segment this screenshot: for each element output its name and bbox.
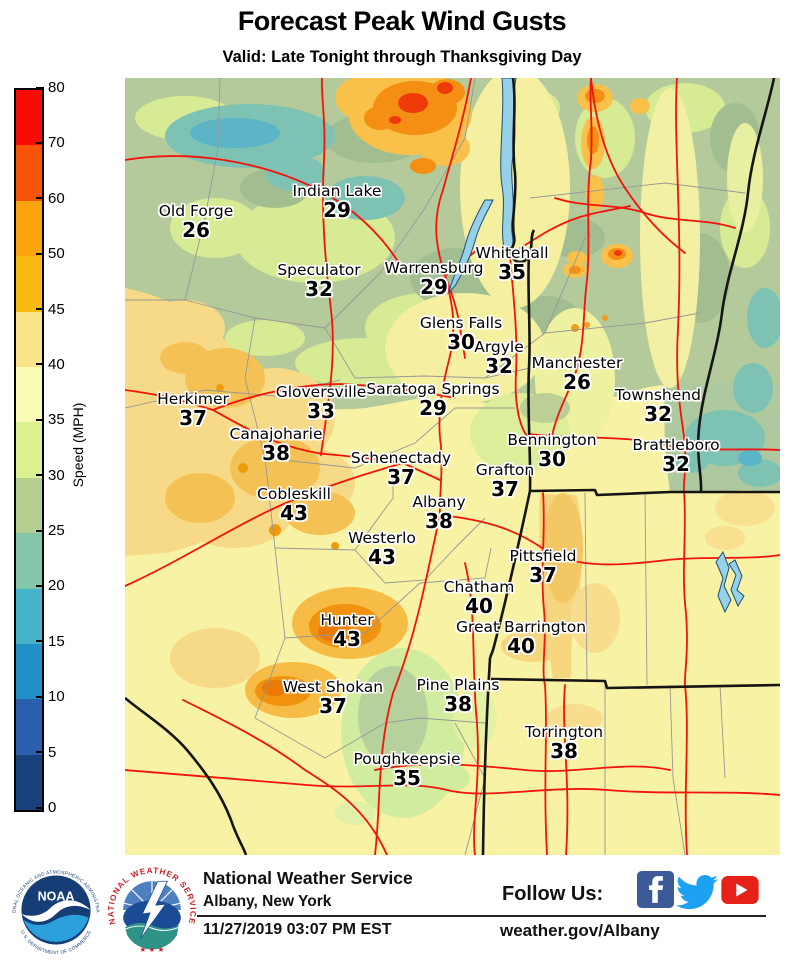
colorbar-tick-label: 10: [36, 688, 65, 706]
colorbar-tick-label: 45: [36, 300, 65, 318]
footer-agency: National Weather Service: [203, 868, 413, 888]
colorbar-segment: [16, 754, 42, 811]
footer-office: Albany, New York: [203, 893, 332, 910]
colorbar-tick-label: 5: [35, 743, 57, 761]
highways: [125, 78, 780, 855]
colorbar-segment: [16, 200, 42, 257]
colorbar-segment: [16, 145, 42, 201]
colorbar-segment: [16, 477, 42, 534]
colorbar-segment: [16, 311, 42, 367]
colorbar-segment: [16, 366, 42, 423]
colorbar-tick-label: 0: [35, 799, 57, 816]
colorbar-segment: [16, 699, 42, 755]
colorbar-axis-label: Speed (MPH): [70, 402, 86, 488]
colorbar-tick-label: 60: [36, 189, 65, 207]
colorbar-tick-label: 50: [36, 245, 65, 263]
youtube-icon[interactable]: [721, 876, 759, 904]
forecast-map: [125, 78, 780, 855]
colorbar-tick-label: 25: [36, 522, 65, 540]
nws-stars: ★ ★ ★: [140, 945, 165, 954]
colorbar-segment: [16, 643, 42, 700]
colorbar-tick-label: 15: [36, 632, 65, 650]
follow-us-label: Follow Us:: [502, 883, 604, 905]
colorbar-segment: [16, 256, 42, 312]
graphic-subtitle: Valid: Late Tonight through Thanksgiving…: [222, 48, 582, 66]
colorbar-segment: [16, 90, 42, 146]
colorbar-tick-label: 80: [36, 79, 65, 96]
facebook-icon[interactable]: [637, 871, 674, 908]
colorbar-tick-label: 30: [36, 466, 65, 484]
twitter-icon[interactable]: [676, 871, 718, 913]
graphic-title: Forecast Peak Wind Gusts: [237, 6, 567, 36]
lightning-bolt-icon: [140, 880, 168, 940]
footer-divider: [197, 915, 766, 917]
colorbar-tick-label: 20: [36, 577, 65, 595]
state-borders: [125, 78, 780, 855]
colorbar-tick-label: 70: [36, 134, 65, 152]
colorbar-segment: [16, 533, 42, 589]
colorbar-tick-label: 35: [36, 411, 65, 429]
colorbar: [14, 88, 44, 812]
colorbar-segment: [16, 588, 42, 644]
nws-logo: NATIONAL WEATHER SERVICE ★ ★ ★: [104, 862, 200, 958]
footer-timestamp: 11/27/2019 03:07 PM EST: [203, 921, 392, 938]
noaa-logo: NATIONAL OCEANIC AND ATMOSPHERIC ADMINIS…: [8, 862, 104, 958]
colorbar-ticks: 80 70 60 50 45 40 35 30 25 20 15 10 5 0: [35, 80, 88, 815]
colorbar-tick-label: 40: [36, 355, 65, 373]
footer-website: weather.gov/Albany: [500, 921, 660, 940]
noaa-wordmark: NOAA: [38, 889, 75, 903]
lakes: [448, 78, 745, 614]
colorbar-segment: [16, 422, 42, 478]
